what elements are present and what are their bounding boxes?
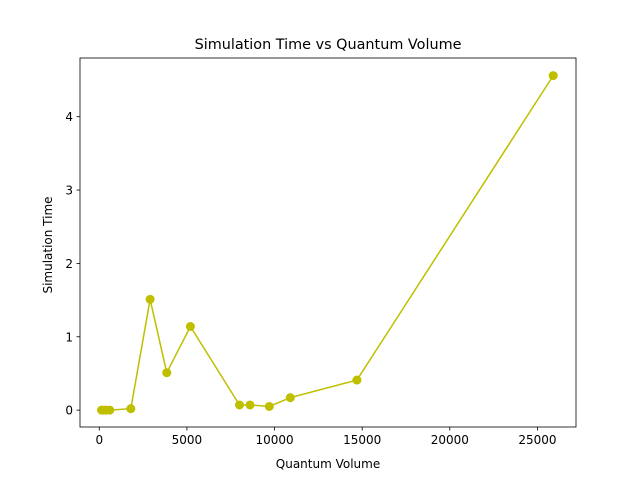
y-tick-label: 1 (65, 330, 73, 344)
data-point (548, 71, 558, 81)
y-tick-label: 0 (65, 404, 73, 418)
data-point (162, 368, 172, 378)
data-point (126, 404, 136, 414)
plot-area: 0 5000 10000 15000 20000 25000 0 1 2 3 4 (65, 57, 577, 447)
x-tick-label: 20000 (431, 433, 469, 447)
data-point (352, 375, 362, 385)
x-tick-label: 0 (95, 433, 103, 447)
x-tick-label: 25000 (518, 433, 556, 447)
axes-frame (79, 57, 577, 428)
y-axis-label: Simulation Time (41, 196, 55, 293)
y-tick-label: 2 (65, 257, 73, 271)
series-line-0 (101, 75, 554, 411)
data-point (185, 321, 195, 331)
y-tick-label: 4 (65, 110, 73, 124)
data-point (105, 405, 115, 415)
y-tick-label: 3 (65, 184, 73, 198)
data-point (264, 401, 274, 411)
x-tick-label: 15000 (343, 433, 381, 447)
data-point (145, 294, 155, 304)
data-point (285, 393, 295, 403)
data-point (234, 400, 244, 410)
x-tick-label: 10000 (255, 433, 293, 447)
chart-title: Simulation Time vs Quantum Volume (195, 37, 462, 53)
data-point (245, 400, 255, 410)
x-tick-label: 5000 (172, 433, 203, 447)
x-axis-label: Quantum Volume (276, 457, 380, 471)
